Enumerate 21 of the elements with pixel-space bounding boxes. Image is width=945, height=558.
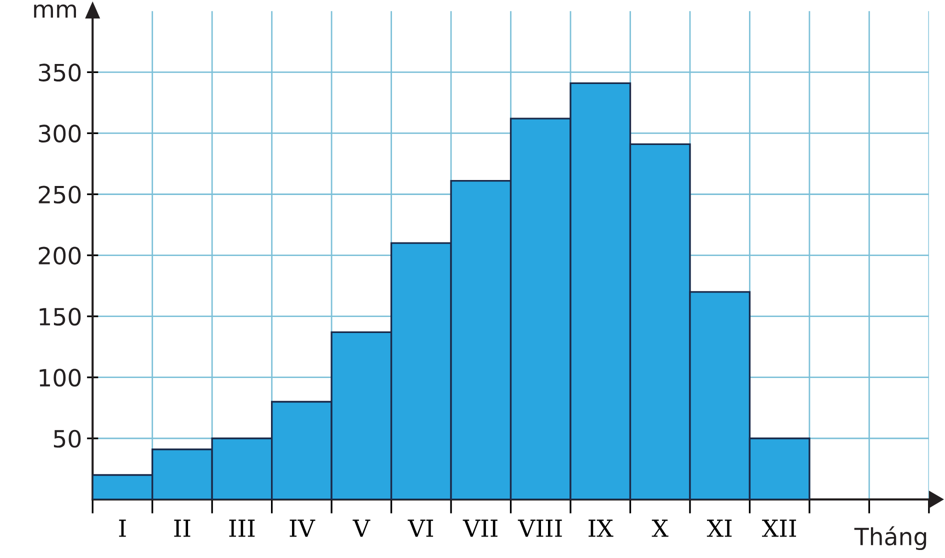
x-axis-title: Tháng — [854, 526, 926, 550]
x-tick-label: V — [352, 520, 370, 537]
y-tick-label: 100 — [40, 368, 81, 387]
x-tick-label: VIII — [518, 520, 562, 537]
y-tick-label: 150 — [40, 308, 81, 326]
x-tick-label: VI — [408, 520, 434, 537]
y-tick-label: 50 — [54, 430, 81, 448]
x-tick-label: III — [229, 520, 255, 537]
y-tick-label: 300 — [38, 124, 81, 143]
x-tick-label: XII — [762, 520, 796, 537]
y-tick-label: 200 — [38, 246, 81, 265]
y-tick-label: 350 — [38, 64, 81, 82]
x-tick-label: XI — [706, 520, 732, 537]
x-tick-label: IX — [588, 520, 614, 537]
x-tick-label: II — [174, 520, 190, 537]
x-tick-label: X — [652, 520, 668, 537]
x-tick-label: IV — [290, 520, 316, 537]
y-tick-label: 250 — [38, 186, 81, 204]
x-tick-label: VII — [462, 520, 498, 537]
y-axis-title: mm — [34, 4, 76, 18]
x-tick-label: I — [119, 520, 126, 537]
